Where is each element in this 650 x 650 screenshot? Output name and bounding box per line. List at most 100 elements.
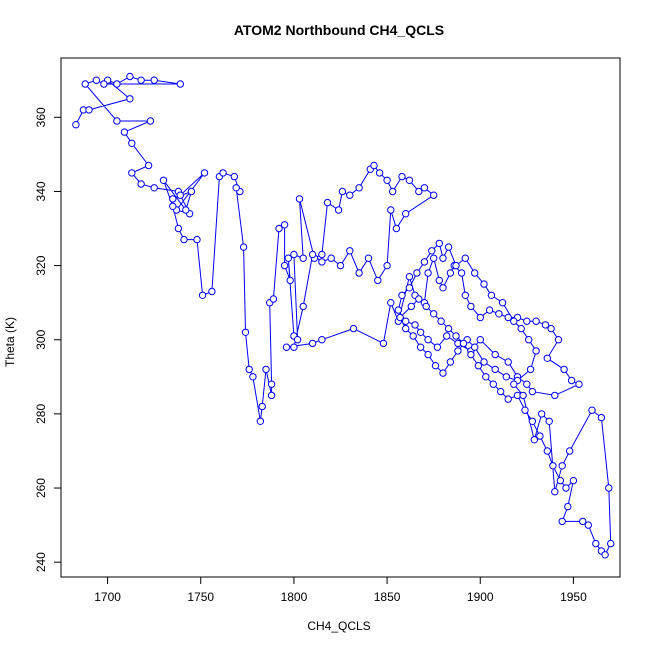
data-point [267, 391, 276, 400]
data-point [551, 488, 559, 496]
data-point [290, 343, 298, 351]
data-point [159, 176, 168, 185]
data-point [420, 258, 429, 266]
data-point [355, 184, 363, 192]
data-point [334, 206, 343, 214]
data-point [379, 339, 388, 348]
data-point [416, 328, 425, 336]
data-point [182, 206, 190, 214]
data-point [430, 254, 438, 262]
data-point [407, 302, 415, 311]
data-point [471, 269, 479, 277]
data-point [551, 391, 559, 400]
data-point [364, 254, 373, 262]
y-tick-label: 260 [34, 478, 48, 498]
data-point [482, 373, 490, 381]
data-point [137, 76, 145, 84]
data-point [169, 195, 177, 203]
data-point [485, 306, 494, 314]
data-point [519, 391, 527, 400]
data-point [126, 72, 134, 81]
data-point [545, 417, 553, 425]
data-point [258, 402, 266, 411]
data-point [267, 380, 276, 388]
data-point [308, 250, 317, 259]
data-point [169, 202, 177, 211]
data-point [461, 291, 469, 299]
data-point [504, 358, 512, 366]
data-point [467, 350, 475, 359]
data-point [523, 380, 531, 388]
data-point [554, 336, 563, 344]
data-point [528, 417, 537, 425]
data-point [295, 195, 304, 203]
x-tick-label: 1900 [467, 590, 494, 604]
data-point [230, 172, 239, 181]
y-axis-label: Theta (K) [3, 317, 17, 367]
data-point [308, 339, 317, 348]
data-point [286, 276, 294, 285]
data-point [92, 76, 101, 84]
data-point [487, 291, 496, 299]
plot-frame [60, 57, 621, 578]
data-point [431, 362, 440, 370]
data-point [402, 324, 410, 333]
data-point [541, 321, 550, 329]
data-point [180, 235, 188, 244]
data-point [504, 395, 512, 403]
data-point [444, 324, 453, 333]
data-point [120, 128, 129, 136]
data-point [239, 243, 248, 251]
data-point [219, 169, 227, 177]
data-point [452, 332, 460, 340]
data-point [100, 80, 108, 88]
data-point [567, 376, 576, 385]
data-point [402, 317, 410, 325]
data-point [521, 406, 529, 414]
x-axis-label: CH4_QCLS [307, 619, 370, 633]
data-point [299, 302, 307, 311]
data-point [435, 239, 443, 248]
data-point [491, 365, 499, 374]
data-point [461, 254, 469, 262]
data-point [528, 387, 537, 396]
data-point [383, 176, 391, 185]
data-point [489, 380, 497, 388]
data-point [530, 436, 538, 444]
data-point [444, 243, 453, 251]
data-point [284, 254, 292, 262]
data-point [525, 336, 533, 344]
data-point [459, 339, 468, 348]
data-point [584, 521, 592, 529]
y-tick-label: 360 [34, 107, 48, 127]
data-point [526, 365, 535, 374]
data-point [137, 180, 145, 188]
data-point [174, 224, 183, 233]
data-point [446, 269, 455, 277]
data-point [523, 317, 531, 325]
data-point [566, 447, 574, 455]
data-point [327, 254, 335, 262]
data-point [387, 299, 395, 307]
data-point [471, 343, 479, 351]
x-tick-label: 1700 [94, 590, 121, 604]
data-point [569, 476, 578, 485]
data-point [504, 313, 512, 322]
y-tick-label: 300 [34, 329, 48, 349]
data-point [415, 187, 423, 196]
data-point [208, 287, 216, 296]
data-point [262, 365, 270, 374]
data-point [510, 380, 518, 388]
data-point [338, 187, 347, 196]
data-point [474, 362, 483, 370]
data-point [402, 210, 410, 218]
data-point [491, 350, 499, 359]
data-point [439, 254, 447, 262]
data-point [420, 184, 429, 192]
data-point [275, 224, 283, 233]
data-point [588, 406, 596, 414]
data-point [269, 295, 278, 303]
data-point [601, 551, 609, 559]
data-point [349, 324, 358, 333]
